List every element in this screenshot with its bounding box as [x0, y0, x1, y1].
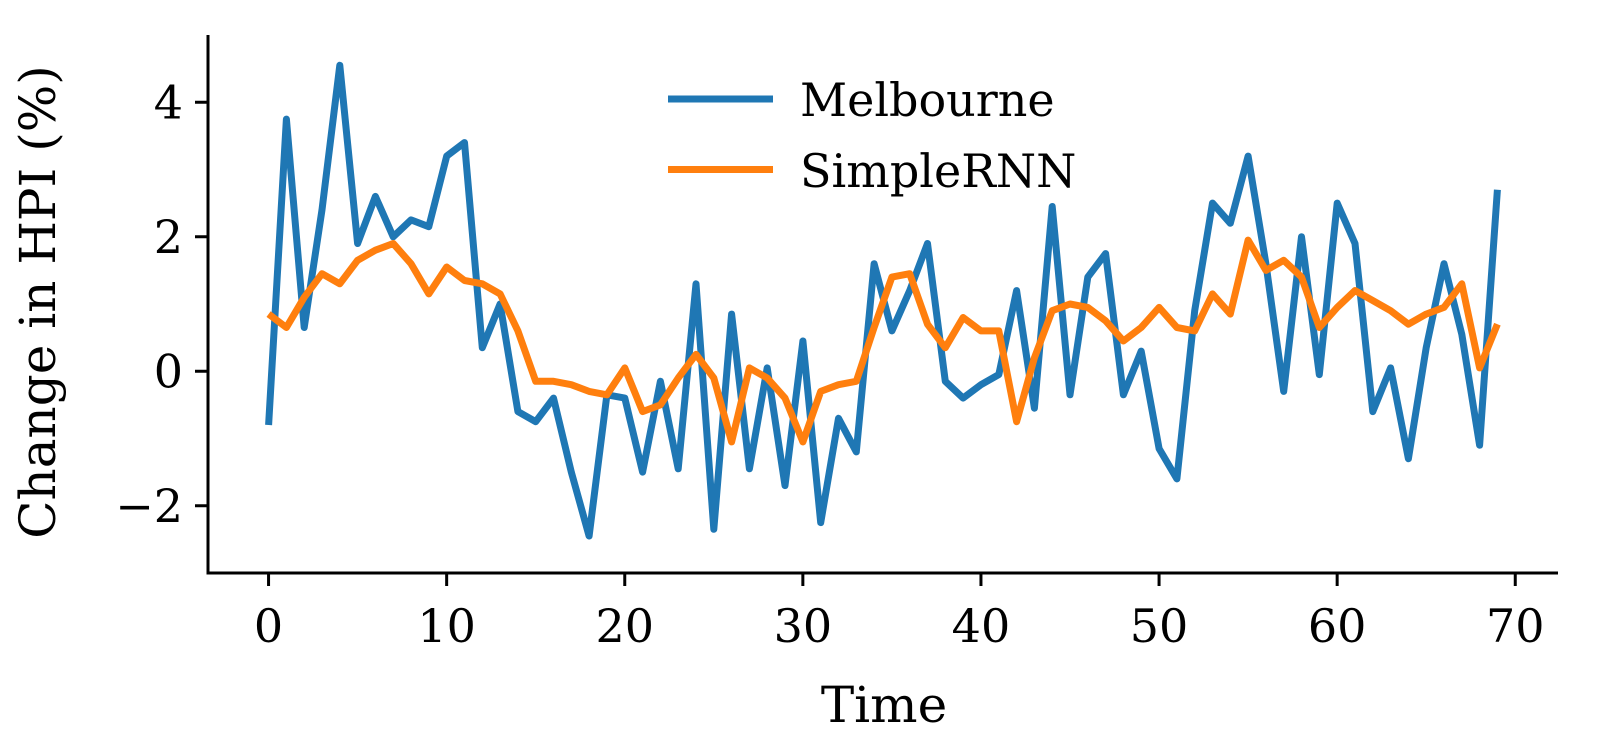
x-tick-label: 30	[774, 599, 833, 653]
x-tick-label: 60	[1308, 599, 1367, 653]
x-tick-label: 10	[417, 599, 476, 653]
y-tick-label: 0	[154, 344, 183, 398]
y-tick-label: −2	[115, 479, 183, 533]
y-axis-label: Change in HPI (%)	[9, 65, 67, 538]
legend-label-melbourne: Melbourne	[800, 73, 1055, 127]
x-tick-label: 70	[1486, 599, 1545, 653]
x-tick-label: 40	[952, 599, 1011, 653]
x-axis-label: Time	[821, 676, 947, 734]
x-tick-label: 20	[595, 599, 654, 653]
x-tick-label: 50	[1130, 599, 1189, 653]
legend: Melbourne SimpleRNN	[668, 73, 1076, 198]
series-lines	[265, 61, 1501, 540]
legend-label-simplernn: SimpleRNN	[800, 144, 1076, 198]
x-tick-label: 0	[254, 599, 283, 653]
simplernn-line	[266, 236, 1501, 446]
y-tick-label: 4	[154, 75, 183, 129]
y-tick-label: 2	[154, 210, 183, 264]
